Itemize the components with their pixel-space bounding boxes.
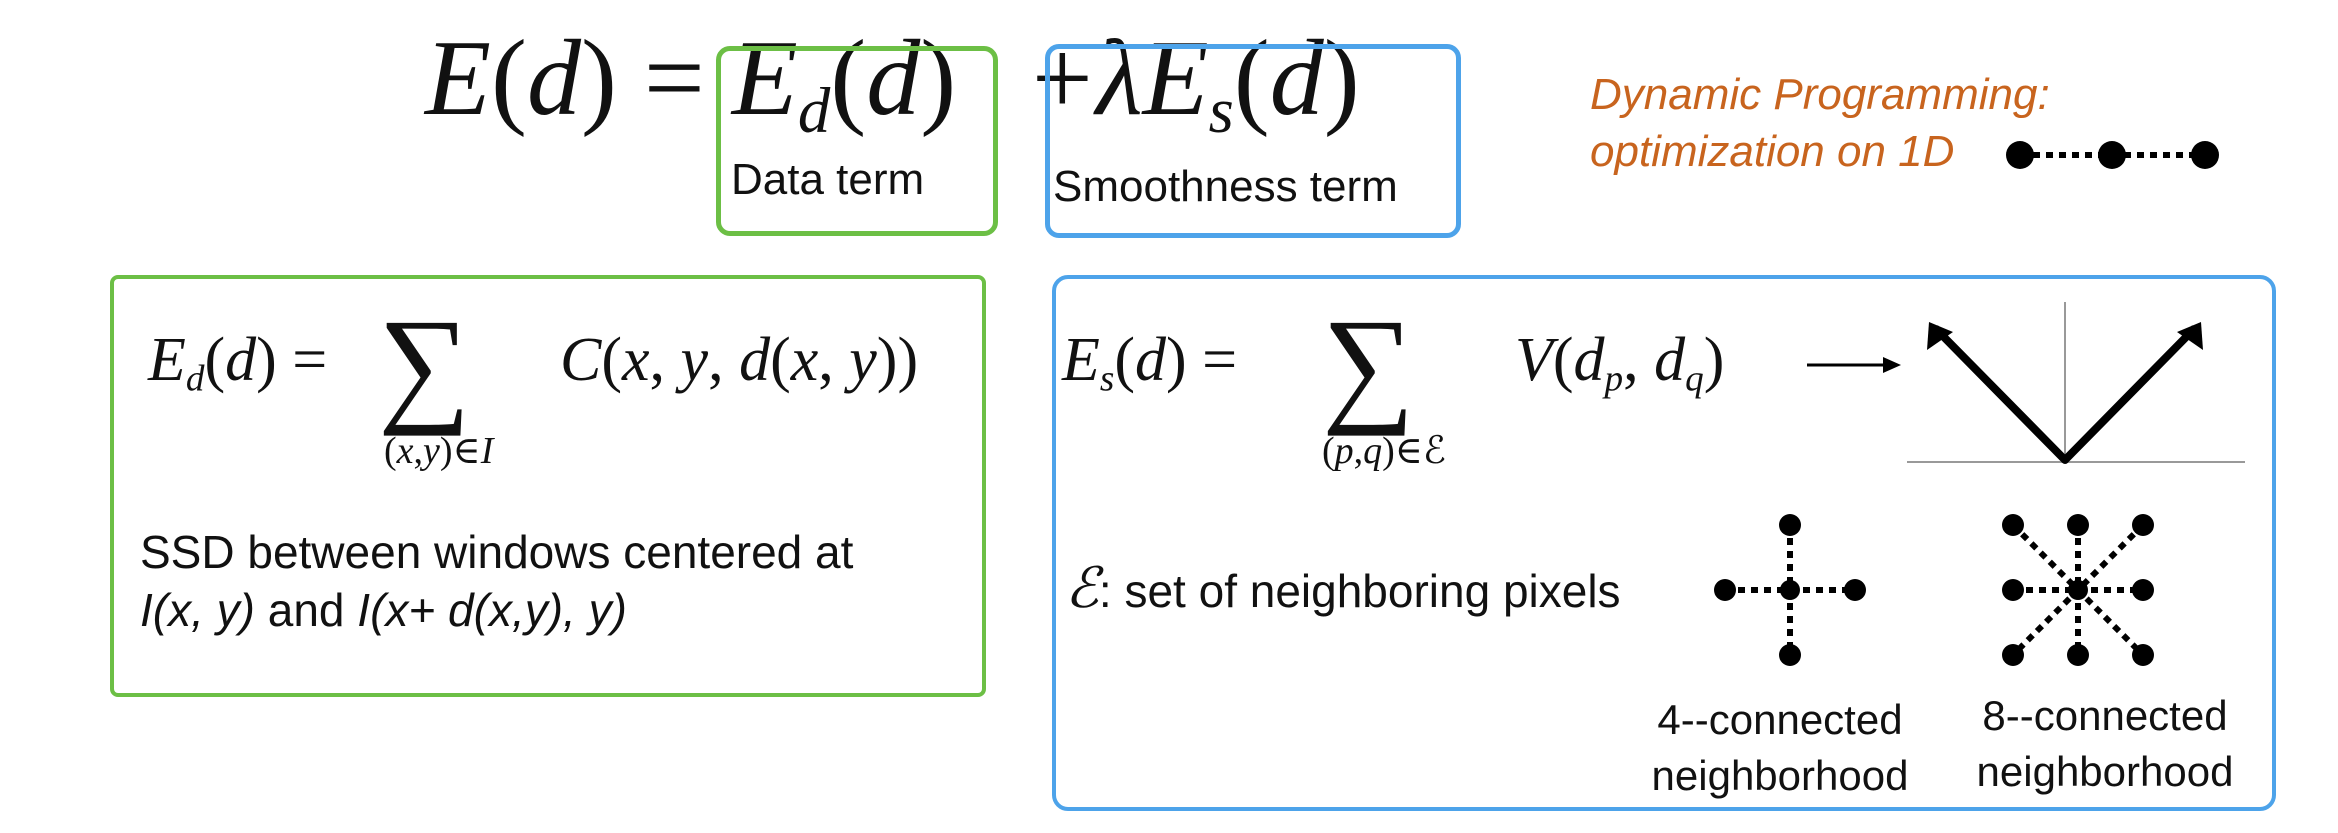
ssd-line1: SSD between windows centered at bbox=[140, 526, 854, 578]
smoothness-term-label: Smoothness term bbox=[1053, 162, 1398, 211]
ssd-window-1: I(x, y) bbox=[140, 584, 255, 636]
ssd-and: and bbox=[254, 584, 358, 636]
set-desc: : set of neighboring pixels bbox=[1098, 565, 1621, 617]
sum-symbol-data: ∑ bbox=[378, 293, 471, 437]
chain-node-3 bbox=[2191, 141, 2219, 169]
chain-1d-icon bbox=[2006, 141, 2219, 169]
four-connected-icon bbox=[1714, 514, 1866, 666]
set-symbol: ℰ bbox=[1065, 556, 1099, 621]
sum-index-data: (x,y)∈I bbox=[384, 430, 494, 472]
data-term-equation: Ed(d) = bbox=[148, 326, 328, 400]
caption-4-line2: neighborhood bbox=[1651, 752, 1909, 799]
chain-node-2 bbox=[2098, 141, 2126, 169]
ssd-description: SSD between windows centered at I(x, y) … bbox=[140, 523, 853, 639]
caption-8-line1: 8--connected bbox=[1982, 692, 2228, 739]
dp-note: Dynamic Programming: optimization on 1D bbox=[1590, 66, 2050, 180]
dp-note-line2: optimization on 1D bbox=[1590, 127, 1955, 176]
caption-8-line2: neighborhood bbox=[1976, 748, 2234, 795]
plot-v-curve bbox=[1932, 325, 2198, 464]
sum-index-smooth: (p,q)∈ℰ bbox=[1322, 430, 1446, 472]
smoothness-term-box bbox=[1045, 44, 1461, 238]
neighbor-set-text: ℰ: set of neighboring pixels bbox=[1065, 556, 1621, 621]
plot-arrow-left bbox=[1927, 322, 1953, 350]
ssd-window-2: I(x+ d(x,y), y) bbox=[357, 584, 627, 636]
smoothness-term-panel bbox=[1052, 275, 2276, 811]
four-connected-caption: 4--connected neighborhood bbox=[1630, 692, 1930, 804]
eight-connected-icon bbox=[2002, 514, 2154, 666]
smoothness-term-equation: Es(d) = bbox=[1062, 326, 1238, 400]
eight-connected-caption: 8--connected neighborhood bbox=[1955, 688, 2255, 800]
ssd-line2: I(x, y) and I(x+ d(x,y), y) bbox=[140, 581, 853, 639]
data-term-panel bbox=[110, 275, 986, 697]
chain-node-1 bbox=[2006, 141, 2034, 169]
data-term-box bbox=[716, 46, 998, 236]
pairwise-potential: V(dp, dq) bbox=[1515, 326, 1725, 400]
energy-equation: E(d) = Ed(d) +λEs(d) bbox=[425, 19, 1360, 148]
caption-4-line1: 4--connected bbox=[1657, 696, 1903, 743]
arrow-right-icon bbox=[1807, 357, 1901, 373]
dp-note-line1: Dynamic Programming: bbox=[1590, 70, 2050, 119]
data-term-label: Data term bbox=[731, 155, 925, 204]
plot-arrow-right bbox=[2177, 322, 2203, 350]
sum-symbol-smooth: ∑ bbox=[1322, 293, 1415, 437]
absolute-value-plot bbox=[1907, 302, 2245, 464]
cost-function: C(x, y, d(x, y)) bbox=[560, 326, 919, 394]
